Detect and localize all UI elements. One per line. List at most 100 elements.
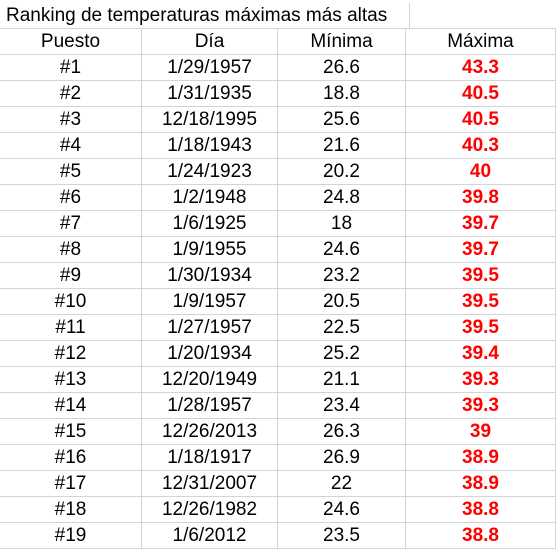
max-cell[interactable]: 38.8 [406, 523, 556, 549]
day-cell[interactable]: 1/28/1957 [142, 393, 278, 419]
day-cell[interactable]: 1/18/1943 [142, 133, 278, 159]
day-cell[interactable]: 1/6/1925 [142, 211, 278, 237]
min-cell[interactable]: 24.8 [278, 185, 406, 211]
max-cell[interactable]: 40.5 [406, 81, 556, 107]
table-row: #14 1/28/1957 23.4 39.3 [0, 393, 556, 419]
rank-cell[interactable]: #7 [0, 211, 142, 237]
table-row: #3 12/18/1995 25.6 40.5 [0, 107, 556, 133]
min-cell[interactable]: 22.5 [278, 315, 406, 341]
min-cell[interactable]: 21.1 [278, 367, 406, 393]
rank-cell[interactable]: #1 [0, 55, 142, 81]
rank-cell[interactable]: #19 [0, 523, 142, 549]
max-cell[interactable]: 39.5 [406, 315, 556, 341]
rank-cell[interactable]: #12 [0, 341, 142, 367]
rank-cell[interactable]: #16 [0, 445, 142, 471]
empty-cell[interactable] [410, 3, 556, 29]
min-cell[interactable]: 25.6 [278, 107, 406, 133]
day-cell[interactable]: 1/20/1934 [142, 341, 278, 367]
max-cell[interactable]: 38.9 [406, 445, 556, 471]
rank-cell[interactable]: #3 [0, 107, 142, 133]
day-cell[interactable]: 1/6/2012 [142, 523, 278, 549]
min-cell[interactable]: 26.3 [278, 419, 406, 445]
day-cell[interactable]: 1/31/1935 [142, 81, 278, 107]
table-row: #9 1/30/1934 23.2 39.5 [0, 263, 556, 289]
table-row: #11 1/27/1957 22.5 39.5 [0, 315, 556, 341]
max-cell[interactable]: 38.8 [406, 497, 556, 523]
day-cell[interactable]: 1/27/1957 [142, 315, 278, 341]
min-cell[interactable]: 25.2 [278, 341, 406, 367]
max-cell[interactable]: 39 [406, 419, 556, 445]
min-cell[interactable]: 18 [278, 211, 406, 237]
max-cell[interactable]: 39.3 [406, 393, 556, 419]
max-cell[interactable]: 40 [406, 159, 556, 185]
day-cell[interactable]: 12/18/1995 [142, 107, 278, 133]
day-cell[interactable]: 12/26/1982 [142, 497, 278, 523]
max-cell[interactable]: 39.3 [406, 367, 556, 393]
min-cell[interactable]: 20.5 [278, 289, 406, 315]
rank-cell[interactable]: #5 [0, 159, 142, 185]
max-cell[interactable]: 39.7 [406, 211, 556, 237]
min-cell[interactable]: 20.2 [278, 159, 406, 185]
table-row: #8 1/9/1955 24.6 39.7 [0, 237, 556, 263]
min-cell[interactable]: 24.6 [278, 497, 406, 523]
header-puesto[interactable]: Puesto [0, 29, 142, 55]
table-row: #15 12/26/2013 26.3 39 [0, 419, 556, 445]
table-row: #13 12/20/1949 21.1 39.3 [0, 367, 556, 393]
rank-cell[interactable]: #10 [0, 289, 142, 315]
day-cell[interactable]: 1/29/1957 [142, 55, 278, 81]
header-minima[interactable]: Mínima [278, 29, 406, 55]
max-cell[interactable]: 39.7 [406, 237, 556, 263]
day-cell[interactable]: 1/24/1923 [142, 159, 278, 185]
table-row: #19 1/6/2012 23.5 38.8 [0, 523, 556, 549]
table-row: #2 1/31/1935 18.8 40.5 [0, 81, 556, 107]
max-cell[interactable]: 39.5 [406, 289, 556, 315]
day-cell[interactable]: 1/9/1957 [142, 289, 278, 315]
day-cell[interactable]: 1/30/1934 [142, 263, 278, 289]
max-cell[interactable]: 38.9 [406, 471, 556, 497]
header-maxima[interactable]: Máxima [406, 29, 556, 55]
rank-cell[interactable]: #13 [0, 367, 142, 393]
day-cell[interactable]: 12/26/2013 [142, 419, 278, 445]
rank-cell[interactable]: #2 [0, 81, 142, 107]
rank-cell[interactable]: #18 [0, 497, 142, 523]
rank-cell[interactable]: #8 [0, 237, 142, 263]
table-row: #10 1/9/1957 20.5 39.5 [0, 289, 556, 315]
min-cell[interactable]: 26.6 [278, 55, 406, 81]
min-cell[interactable]: 23.4 [278, 393, 406, 419]
header-row: Puesto Día Mínima Máxima [0, 29, 556, 55]
rank-cell[interactable]: #11 [0, 315, 142, 341]
day-cell[interactable]: 12/31/2007 [142, 471, 278, 497]
rank-cell[interactable]: #9 [0, 263, 142, 289]
sheet-title[interactable]: Ranking de temperaturas máximas más alta… [0, 3, 410, 29]
header-dia[interactable]: Día [142, 29, 278, 55]
rank-cell[interactable]: #17 [0, 471, 142, 497]
max-cell[interactable]: 40.5 [406, 107, 556, 133]
table-row: #12 1/20/1934 25.2 39.4 [0, 341, 556, 367]
rank-cell[interactable]: #4 [0, 133, 142, 159]
max-cell[interactable]: 39.8 [406, 185, 556, 211]
min-cell[interactable]: 23.2 [278, 263, 406, 289]
table-row: #5 1/24/1923 20.2 40 [0, 159, 556, 185]
rank-cell[interactable]: #14 [0, 393, 142, 419]
table-row: #7 1/6/1925 18 39.7 [0, 211, 556, 237]
min-cell[interactable]: 22 [278, 471, 406, 497]
table-row: #4 1/18/1943 21.6 40.3 [0, 133, 556, 159]
max-cell[interactable]: 43.3 [406, 55, 556, 81]
max-cell[interactable]: 40.3 [406, 133, 556, 159]
rank-cell[interactable]: #15 [0, 419, 142, 445]
min-cell[interactable]: 26.9 [278, 445, 406, 471]
table-row: #17 12/31/2007 22 38.9 [0, 471, 556, 497]
max-cell[interactable]: 39.4 [406, 341, 556, 367]
min-cell[interactable]: 24.6 [278, 237, 406, 263]
day-cell[interactable]: 1/18/1917 [142, 445, 278, 471]
day-cell[interactable]: 12/20/1949 [142, 367, 278, 393]
max-cell[interactable]: 39.5 [406, 263, 556, 289]
min-cell[interactable]: 18.8 [278, 81, 406, 107]
rank-cell[interactable]: #6 [0, 185, 142, 211]
day-cell[interactable]: 1/9/1955 [142, 237, 278, 263]
min-cell[interactable]: 23.5 [278, 523, 406, 549]
table-row: #16 1/18/1917 26.9 38.9 [0, 445, 556, 471]
day-cell[interactable]: 1/2/1948 [142, 185, 278, 211]
min-cell[interactable]: 21.6 [278, 133, 406, 159]
